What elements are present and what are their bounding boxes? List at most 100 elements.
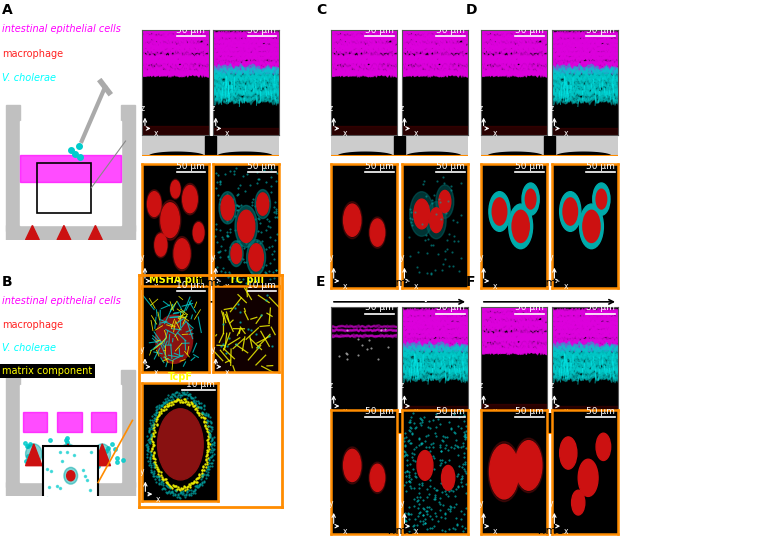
- Text: F: F: [466, 275, 475, 289]
- Bar: [57, 412, 81, 432]
- Circle shape: [193, 221, 205, 244]
- Circle shape: [255, 190, 270, 219]
- Bar: [20, 121, 122, 225]
- Polygon shape: [556, 152, 618, 156]
- Text: 50 μm: 50 μm: [586, 26, 615, 35]
- Title: MSHA pili: MSHA pili: [148, 275, 202, 285]
- Circle shape: [229, 241, 243, 267]
- Text: x: x: [154, 282, 159, 291]
- Polygon shape: [481, 430, 543, 434]
- Circle shape: [572, 490, 584, 515]
- Circle shape: [342, 202, 362, 239]
- Text: z: z: [329, 381, 333, 390]
- Circle shape: [237, 210, 255, 243]
- Text: V. cholerae: V. cholerae: [2, 343, 56, 353]
- Bar: [91, 412, 116, 432]
- Polygon shape: [394, 413, 405, 434]
- Circle shape: [512, 210, 530, 243]
- Circle shape: [580, 204, 603, 248]
- Text: 50 μm: 50 μm: [515, 162, 544, 170]
- Polygon shape: [331, 430, 393, 434]
- Circle shape: [409, 192, 434, 236]
- Circle shape: [182, 183, 199, 215]
- Text: 50 μm: 50 μm: [247, 162, 276, 170]
- Polygon shape: [216, 136, 279, 156]
- Text: intestinal epithelial cells: intestinal epithelial cells: [2, 296, 121, 307]
- Bar: [20, 385, 122, 482]
- Circle shape: [525, 189, 536, 209]
- Polygon shape: [26, 225, 40, 240]
- Polygon shape: [406, 152, 468, 156]
- Text: x: x: [414, 282, 419, 291]
- Text: y: y: [211, 253, 215, 262]
- Text: Time: Time: [386, 278, 413, 288]
- Circle shape: [94, 444, 110, 464]
- Text: E: E: [316, 275, 325, 289]
- Text: y: y: [549, 253, 554, 262]
- Bar: [6, 225, 135, 240]
- Text: y: y: [400, 499, 404, 508]
- Text: 10 μm: 10 μm: [177, 281, 205, 290]
- Text: y: y: [400, 253, 404, 262]
- Text: 50 μm: 50 μm: [436, 162, 465, 170]
- Text: 50 μm: 50 μm: [515, 26, 544, 35]
- Text: x: x: [343, 527, 348, 536]
- Text: x: x: [343, 282, 348, 291]
- Text: y: y: [140, 345, 145, 354]
- Title: TcpF: TcpF: [168, 372, 193, 382]
- Circle shape: [489, 192, 510, 231]
- Polygon shape: [481, 136, 544, 156]
- Circle shape: [161, 203, 180, 238]
- Bar: [6, 105, 20, 231]
- Text: x: x: [414, 527, 419, 536]
- Text: V. cholerae: V. cholerae: [2, 73, 56, 83]
- Text: 50 μm: 50 μm: [365, 303, 394, 313]
- Circle shape: [559, 437, 577, 469]
- Text: D: D: [466, 3, 477, 17]
- Polygon shape: [57, 225, 71, 240]
- Circle shape: [488, 441, 521, 502]
- Text: z: z: [479, 103, 483, 113]
- Text: 50 μm: 50 μm: [436, 303, 465, 313]
- Circle shape: [148, 192, 161, 217]
- Bar: [6, 370, 20, 487]
- Text: 50 μm: 50 μm: [515, 407, 544, 416]
- Circle shape: [515, 441, 542, 490]
- Circle shape: [492, 198, 507, 225]
- Text: x: x: [493, 527, 498, 536]
- Polygon shape: [405, 413, 468, 434]
- Bar: [6, 482, 135, 496]
- Circle shape: [417, 451, 433, 480]
- Circle shape: [249, 244, 263, 271]
- Text: ΔtcpA: ΔtcpA: [531, 9, 568, 19]
- Circle shape: [441, 465, 455, 490]
- Circle shape: [147, 190, 162, 218]
- Circle shape: [256, 193, 269, 215]
- Circle shape: [183, 185, 197, 213]
- Circle shape: [193, 223, 204, 243]
- Polygon shape: [331, 413, 394, 434]
- Circle shape: [158, 409, 203, 480]
- Polygon shape: [26, 444, 42, 466]
- Circle shape: [155, 315, 193, 363]
- Text: x: x: [414, 129, 419, 139]
- Text: z: z: [400, 103, 404, 113]
- Circle shape: [342, 447, 362, 484]
- Polygon shape: [205, 136, 216, 156]
- Circle shape: [370, 219, 384, 246]
- Polygon shape: [405, 136, 468, 156]
- Text: x: x: [493, 129, 498, 139]
- Text: B: B: [2, 275, 12, 289]
- Bar: [122, 105, 135, 231]
- Text: z: z: [211, 103, 215, 113]
- Polygon shape: [544, 136, 555, 156]
- Polygon shape: [394, 136, 405, 156]
- Text: y: y: [140, 467, 145, 476]
- Circle shape: [154, 232, 167, 258]
- Circle shape: [514, 438, 543, 493]
- Text: y: y: [479, 253, 483, 262]
- Text: 50 μm: 50 μm: [365, 407, 394, 416]
- Text: z: z: [549, 381, 554, 390]
- Circle shape: [247, 240, 266, 275]
- Text: C: C: [316, 3, 326, 17]
